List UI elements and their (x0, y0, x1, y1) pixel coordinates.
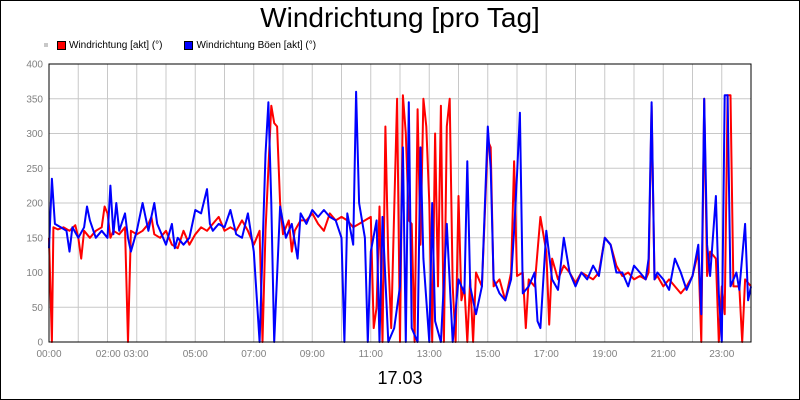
legend-item-gust-direction: Windrichtung Böen [akt] (°) (184, 40, 316, 51)
x-tick-label: 07:00 (241, 349, 266, 360)
x-tick-label: 02:00 03:00 (96, 349, 149, 360)
legend: Windrichtung [akt] (°) Windrichtung Böen… (44, 38, 338, 52)
x-tick-label: 09:00 (300, 349, 325, 360)
y-tick-label: 300 (26, 129, 43, 140)
y-tick-label: 100 (26, 268, 43, 279)
y-tick-label: 350 (26, 94, 43, 105)
x-tick-label: 13:00 (417, 349, 442, 360)
x-tick-label: 11:00 (359, 349, 384, 360)
plot-border (48, 63, 752, 343)
legend-label: Windrichtung [akt] (°) (69, 39, 163, 51)
series-line-gust-direction (48, 90, 752, 343)
x-tick-label: 15:00 (475, 349, 500, 360)
y-tick-label: 250 (26, 164, 43, 175)
y-tick-label: 50 (32, 303, 44, 314)
y-tick-label: 150 (26, 233, 43, 244)
date-label: 17.03 (377, 368, 423, 388)
chart-title: Windrichtung [pro Tag] (260, 2, 540, 33)
legend-swatch-red (57, 40, 66, 50)
legend-item-wind-direction: Windrichtung [akt] (°) (57, 40, 162, 51)
x-tick-label: 23:00 (709, 349, 734, 360)
y-tick-label: 400 (26, 60, 43, 71)
legend-swatch-blue (184, 40, 194, 50)
x-tick-label: 19:00 (592, 349, 617, 360)
y-tick-label: 0 (37, 338, 43, 349)
x-tick-label: 17:00 (534, 349, 559, 360)
legend-marker-icon (44, 43, 48, 47)
legend-label: Windrichtung Böen [akt] (°) (196, 39, 317, 51)
y-tick-label: 200 (26, 199, 43, 210)
x-tick-label: 00:00 (36, 349, 61, 360)
x-tick-label: 21:00 (651, 349, 676, 360)
x-tick-label: 05:00 (183, 349, 208, 360)
series-line-wind-direction (48, 94, 752, 343)
